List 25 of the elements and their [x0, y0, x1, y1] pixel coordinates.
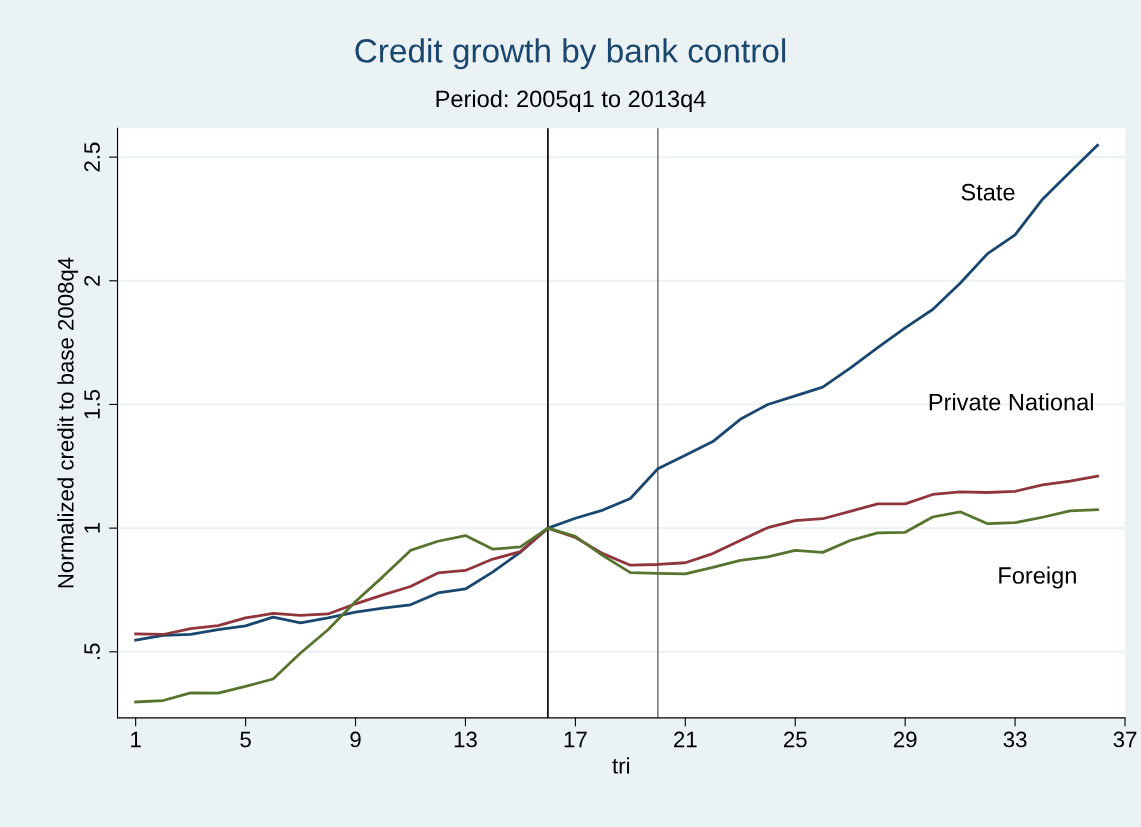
y-tick-label: 1.5 — [84, 389, 100, 419]
y-axis-title: Normalized credit to base 2008q4 — [57, 257, 79, 588]
x-tick-label: 9 — [350, 731, 361, 748]
x-tick-label: 29 — [893, 731, 917, 748]
y-tick-label: 2 — [84, 275, 100, 286]
line-series — [134, 508, 1099, 704]
chart-subtitle: Period: 2005q1 to 2013q4 — [436, 89, 706, 112]
x-tick-label: 37 — [1113, 731, 1137, 748]
x-tick-label: 1 — [131, 731, 141, 748]
x-tick-label: 25 — [784, 731, 807, 748]
x-tick-label: 13 — [454, 731, 477, 748]
x-tick-label: 21 — [674, 731, 697, 748]
line-series — [134, 474, 1099, 636]
chart-title: Credit growth by bank control — [355, 38, 786, 70]
y-tick-label: .5 — [84, 643, 100, 660]
x-tick-label: 17 — [564, 731, 587, 748]
y-tick-label: 1 — [84, 523, 100, 533]
series-label: State — [961, 183, 1015, 201]
y-tick-label: 2.5 — [84, 142, 100, 172]
line-series — [134, 143, 1099, 642]
x-tick-label: 33 — [1003, 731, 1027, 748]
x-tick-label: 5 — [240, 731, 251, 748]
series-label: Foreign — [999, 566, 1076, 589]
text: Private National — [929, 393, 1093, 411]
x-axis-title: tri — [612, 757, 630, 774]
